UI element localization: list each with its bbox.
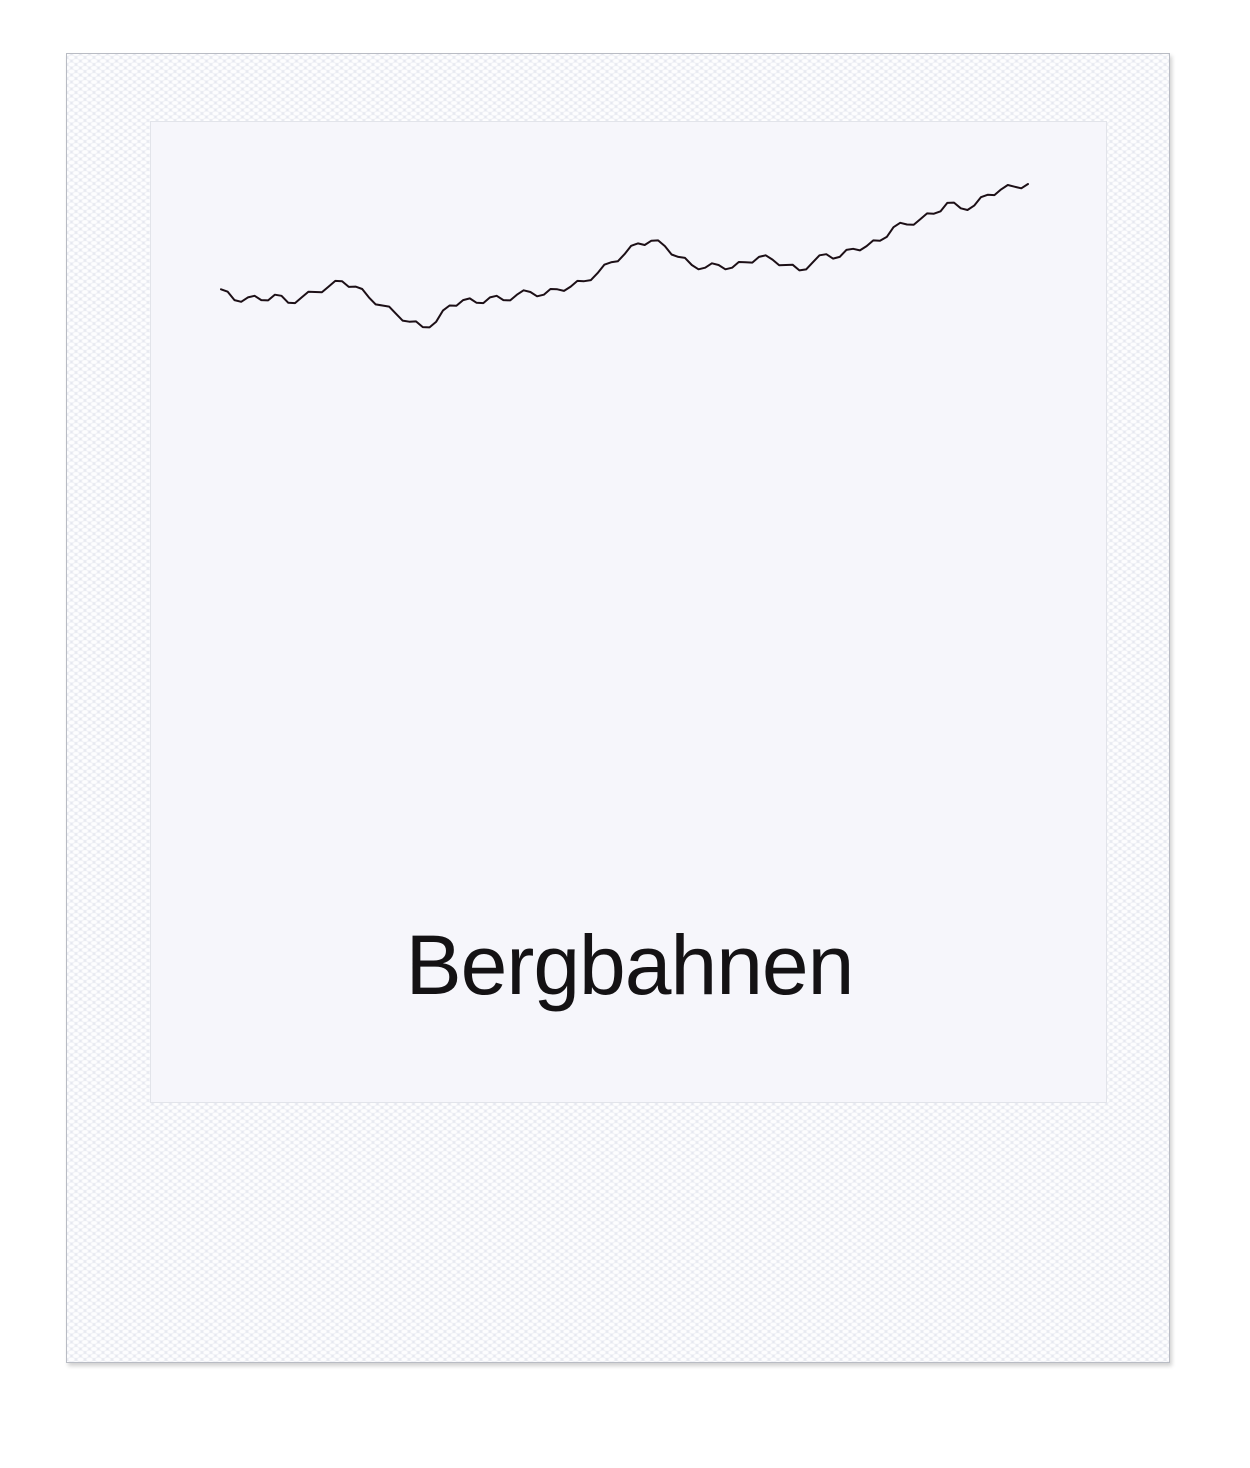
series-line [220, 183, 1029, 329]
line-chart [220, 183, 1029, 329]
photo-area: Bergbahnen [150, 121, 1107, 1103]
card-label: Bergbahnen [405, 918, 855, 1012]
